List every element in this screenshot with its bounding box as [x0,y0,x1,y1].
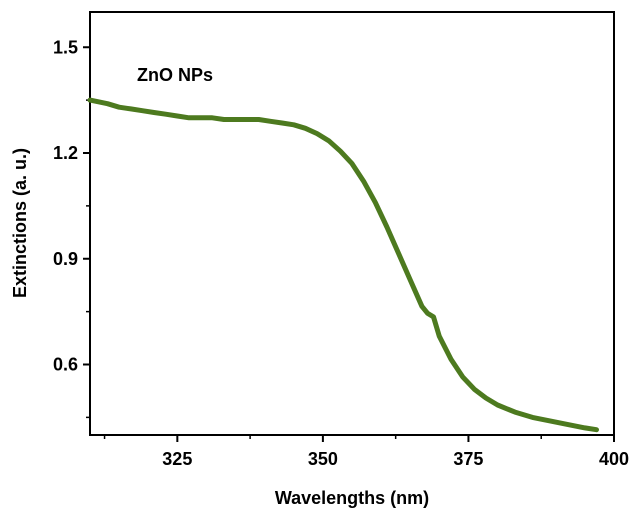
x-tick-label: 400 [599,449,629,469]
x-tick-label: 325 [162,449,192,469]
y-axis-title: Extinctions (a. u.) [10,148,30,298]
plot-frame [89,11,615,436]
y-tick-label: 0.6 [53,355,78,375]
y-tick-label: 1.2 [53,143,78,163]
plot-area [89,11,615,436]
x-tick-label: 375 [453,449,483,469]
axis-ticks: 325 350 375 400 0.6 0.9 1.2 1.5 [53,37,629,469]
series-line-0 [87,97,599,433]
annotation-label: ZnO NPs [137,65,213,85]
y-tick-label: 0.9 [53,249,78,269]
series-layer [87,97,599,433]
y-tick-label: 1.5 [53,37,78,57]
x-axis-title: Wavelengths (nm) [275,488,429,508]
x-tick-label: 350 [308,449,338,469]
